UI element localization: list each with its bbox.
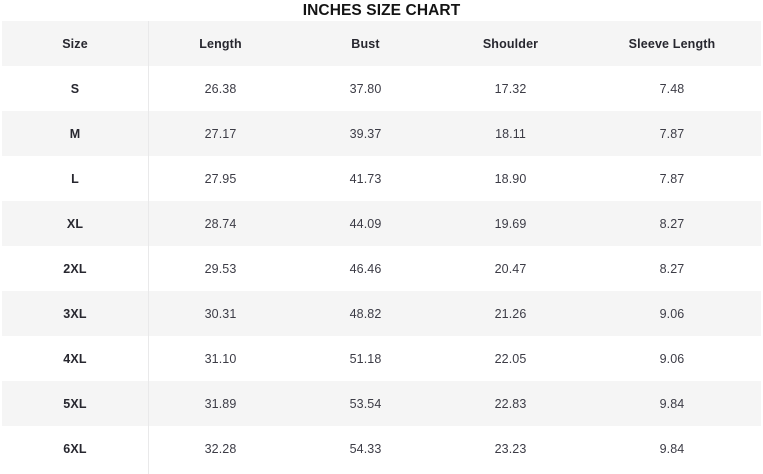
cell-length: 31.89 (204, 396, 237, 411)
cell-size: 5XL (63, 396, 87, 411)
cell-bust: 46.46 (349, 261, 382, 276)
table-row: 3XL 30.31 48.82 21.26 9.06 (2, 291, 761, 336)
cell-length: 32.28 (204, 441, 237, 456)
table-row: XL 28.74 44.09 19.69 8.27 (2, 201, 761, 246)
cell-size: 2XL (63, 261, 87, 276)
table-row: S 26.38 37.80 17.32 7.48 (2, 66, 761, 111)
cell-sleeve: 8.27 (659, 216, 685, 231)
cell-shoulder: 20.47 (494, 261, 527, 276)
cell-size: 4XL (63, 351, 87, 366)
table-row: M 27.17 39.37 18.11 7.87 (2, 111, 761, 156)
cell-length: 30.31 (204, 306, 237, 321)
cell-sleeve: 8.27 (659, 261, 685, 276)
cell-shoulder: 22.83 (494, 396, 527, 411)
table-body: S 26.38 37.80 17.32 7.48 M 27.17 39.37 1… (2, 66, 761, 471)
cell-bust: 53.54 (349, 396, 382, 411)
cell-bust: 41.73 (349, 171, 382, 186)
column-header-size: Size (62, 36, 88, 51)
cell-length: 31.10 (204, 351, 237, 366)
cell-shoulder: 21.26 (494, 306, 527, 321)
table-row: 6XL 32.28 54.33 23.23 9.84 (2, 426, 761, 471)
cell-bust: 54.33 (349, 441, 382, 456)
cell-shoulder: 18.90 (494, 171, 527, 186)
table-row: 5XL 31.89 53.54 22.83 9.84 (2, 381, 761, 426)
cell-sleeve: 7.48 (659, 81, 685, 96)
cell-sleeve: 7.87 (659, 126, 685, 141)
cell-size: L (71, 171, 79, 186)
cell-sleeve: 9.06 (659, 351, 685, 366)
cell-sleeve: 9.06 (659, 306, 685, 321)
table-header-row: Size Length Bust Shoulder Sleeve Length (2, 21, 761, 66)
table-header: Size Length Bust Shoulder Sleeve Length (2, 21, 761, 66)
cell-bust: 37.80 (349, 81, 382, 96)
cell-size: XL (66, 216, 84, 231)
column-header-shoulder: Shoulder (482, 36, 539, 51)
cell-length: 29.53 (204, 261, 237, 276)
cell-length: 26.38 (204, 81, 237, 96)
table-row: L 27.95 41.73 18.90 7.87 (2, 156, 761, 201)
cell-size: M (69, 126, 81, 141)
column-header-sleeve: Sleeve Length (628, 36, 716, 51)
cell-shoulder: 23.23 (494, 441, 527, 456)
page-title: INCHES SIZE CHART (302, 2, 461, 19)
cell-bust: 48.82 (349, 306, 382, 321)
cell-sleeve: 9.84 (659, 441, 685, 456)
cell-shoulder: 17.32 (494, 81, 527, 96)
cell-bust: 51.18 (349, 351, 382, 366)
cell-size: 6XL (63, 441, 87, 456)
cell-size: 3XL (63, 306, 87, 321)
size-chart-table: Size Length Bust Shoulder Sleeve Length … (2, 21, 761, 471)
cell-length: 28.74 (204, 216, 237, 231)
cell-shoulder: 18.11 (495, 126, 526, 141)
table-row: 4XL 31.10 51.18 22.05 9.06 (2, 336, 761, 381)
cell-shoulder: 19.69 (494, 216, 527, 231)
cell-length: 27.95 (204, 171, 237, 186)
cell-bust: 44.09 (349, 216, 382, 231)
cell-length: 27.17 (204, 126, 237, 141)
cell-sleeve: 9.84 (659, 396, 685, 411)
cell-shoulder: 22.05 (494, 351, 527, 366)
cell-size: S (70, 81, 80, 96)
column-header-bust: Bust (351, 36, 380, 51)
column-header-length: Length (199, 36, 242, 51)
cell-sleeve: 7.87 (659, 171, 685, 186)
cell-bust: 39.37 (349, 126, 382, 141)
table-row: 2XL 29.53 46.46 20.47 8.27 (2, 246, 761, 291)
